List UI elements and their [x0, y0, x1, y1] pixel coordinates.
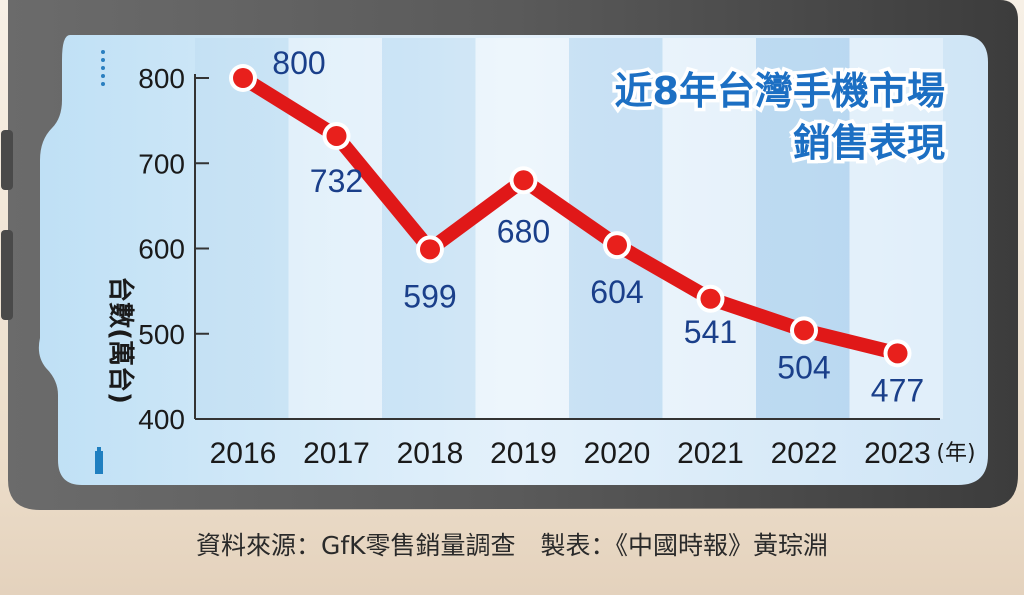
series-marker	[794, 320, 814, 341]
signal-dots-icon	[101, 50, 105, 86]
x-tick-label: 2021	[677, 437, 744, 470]
data-labels: 800 732 599 680 604 541 504 477	[272, 45, 924, 408]
series-marker	[700, 288, 721, 309]
column-bands	[195, 38, 943, 419]
column-band	[662, 38, 756, 419]
column-band	[288, 38, 382, 419]
data-label: 599	[403, 278, 456, 314]
data-label: 732	[310, 163, 363, 199]
phone-screen	[38, 35, 989, 485]
chart-title-line-2: 銷售表現	[793, 121, 945, 165]
series-marker	[233, 68, 253, 88]
series-marker	[420, 239, 440, 260]
series-marker	[607, 235, 627, 256]
y-axis-label: 台數(萬台)	[105, 276, 136, 404]
x-tick-label: 2019	[490, 437, 557, 470]
x-tick-label: 2023	[864, 437, 931, 470]
series-marker	[513, 170, 534, 191]
data-label: 541	[684, 314, 737, 350]
series-marker	[326, 125, 347, 146]
data-label: 477	[871, 372, 924, 408]
x-tick-label: 2018	[397, 437, 464, 470]
series-line	[236, 71, 905, 361]
y-tick-label: 700	[138, 148, 185, 179]
battery-icon	[95, 447, 103, 474]
column-band	[756, 38, 850, 419]
column-band	[475, 38, 569, 419]
series-markers	[229, 64, 912, 368]
x-tick-label: 2022	[771, 437, 838, 470]
x-tick-labels: 2016 2017 2018 2019 2020 2021 2022 2023	[210, 437, 931, 470]
x-tick-label: 2020	[584, 437, 651, 470]
data-label: 800	[272, 45, 325, 81]
y-tick-label: 800	[138, 63, 185, 94]
phone-side-button-2	[1, 230, 13, 320]
data-label: 604	[590, 274, 643, 310]
x-tick-label: 2017	[303, 437, 370, 470]
source-note: 資料來源：GfK零售銷量調查 製表：《中國時報》黃琮淵	[195, 531, 829, 560]
y-ticks: 400 500 600 700 800	[138, 63, 209, 435]
y-tick-label: 600	[138, 234, 185, 265]
x-tick-label: 2016	[210, 437, 277, 470]
series-marker	[887, 343, 908, 364]
chart-title-line-1: 近8年台灣手機市場	[615, 69, 945, 113]
data-label: 680	[497, 213, 550, 249]
chart-title: 近8年台灣手機市場 銷售表現	[611, 66, 948, 169]
x-axis-label: (年)	[936, 441, 975, 466]
y-tick-label: 500	[138, 319, 185, 350]
phone-side-button	[1, 130, 13, 190]
y-tick-label: 400	[138, 404, 185, 435]
data-label: 504	[777, 349, 830, 385]
